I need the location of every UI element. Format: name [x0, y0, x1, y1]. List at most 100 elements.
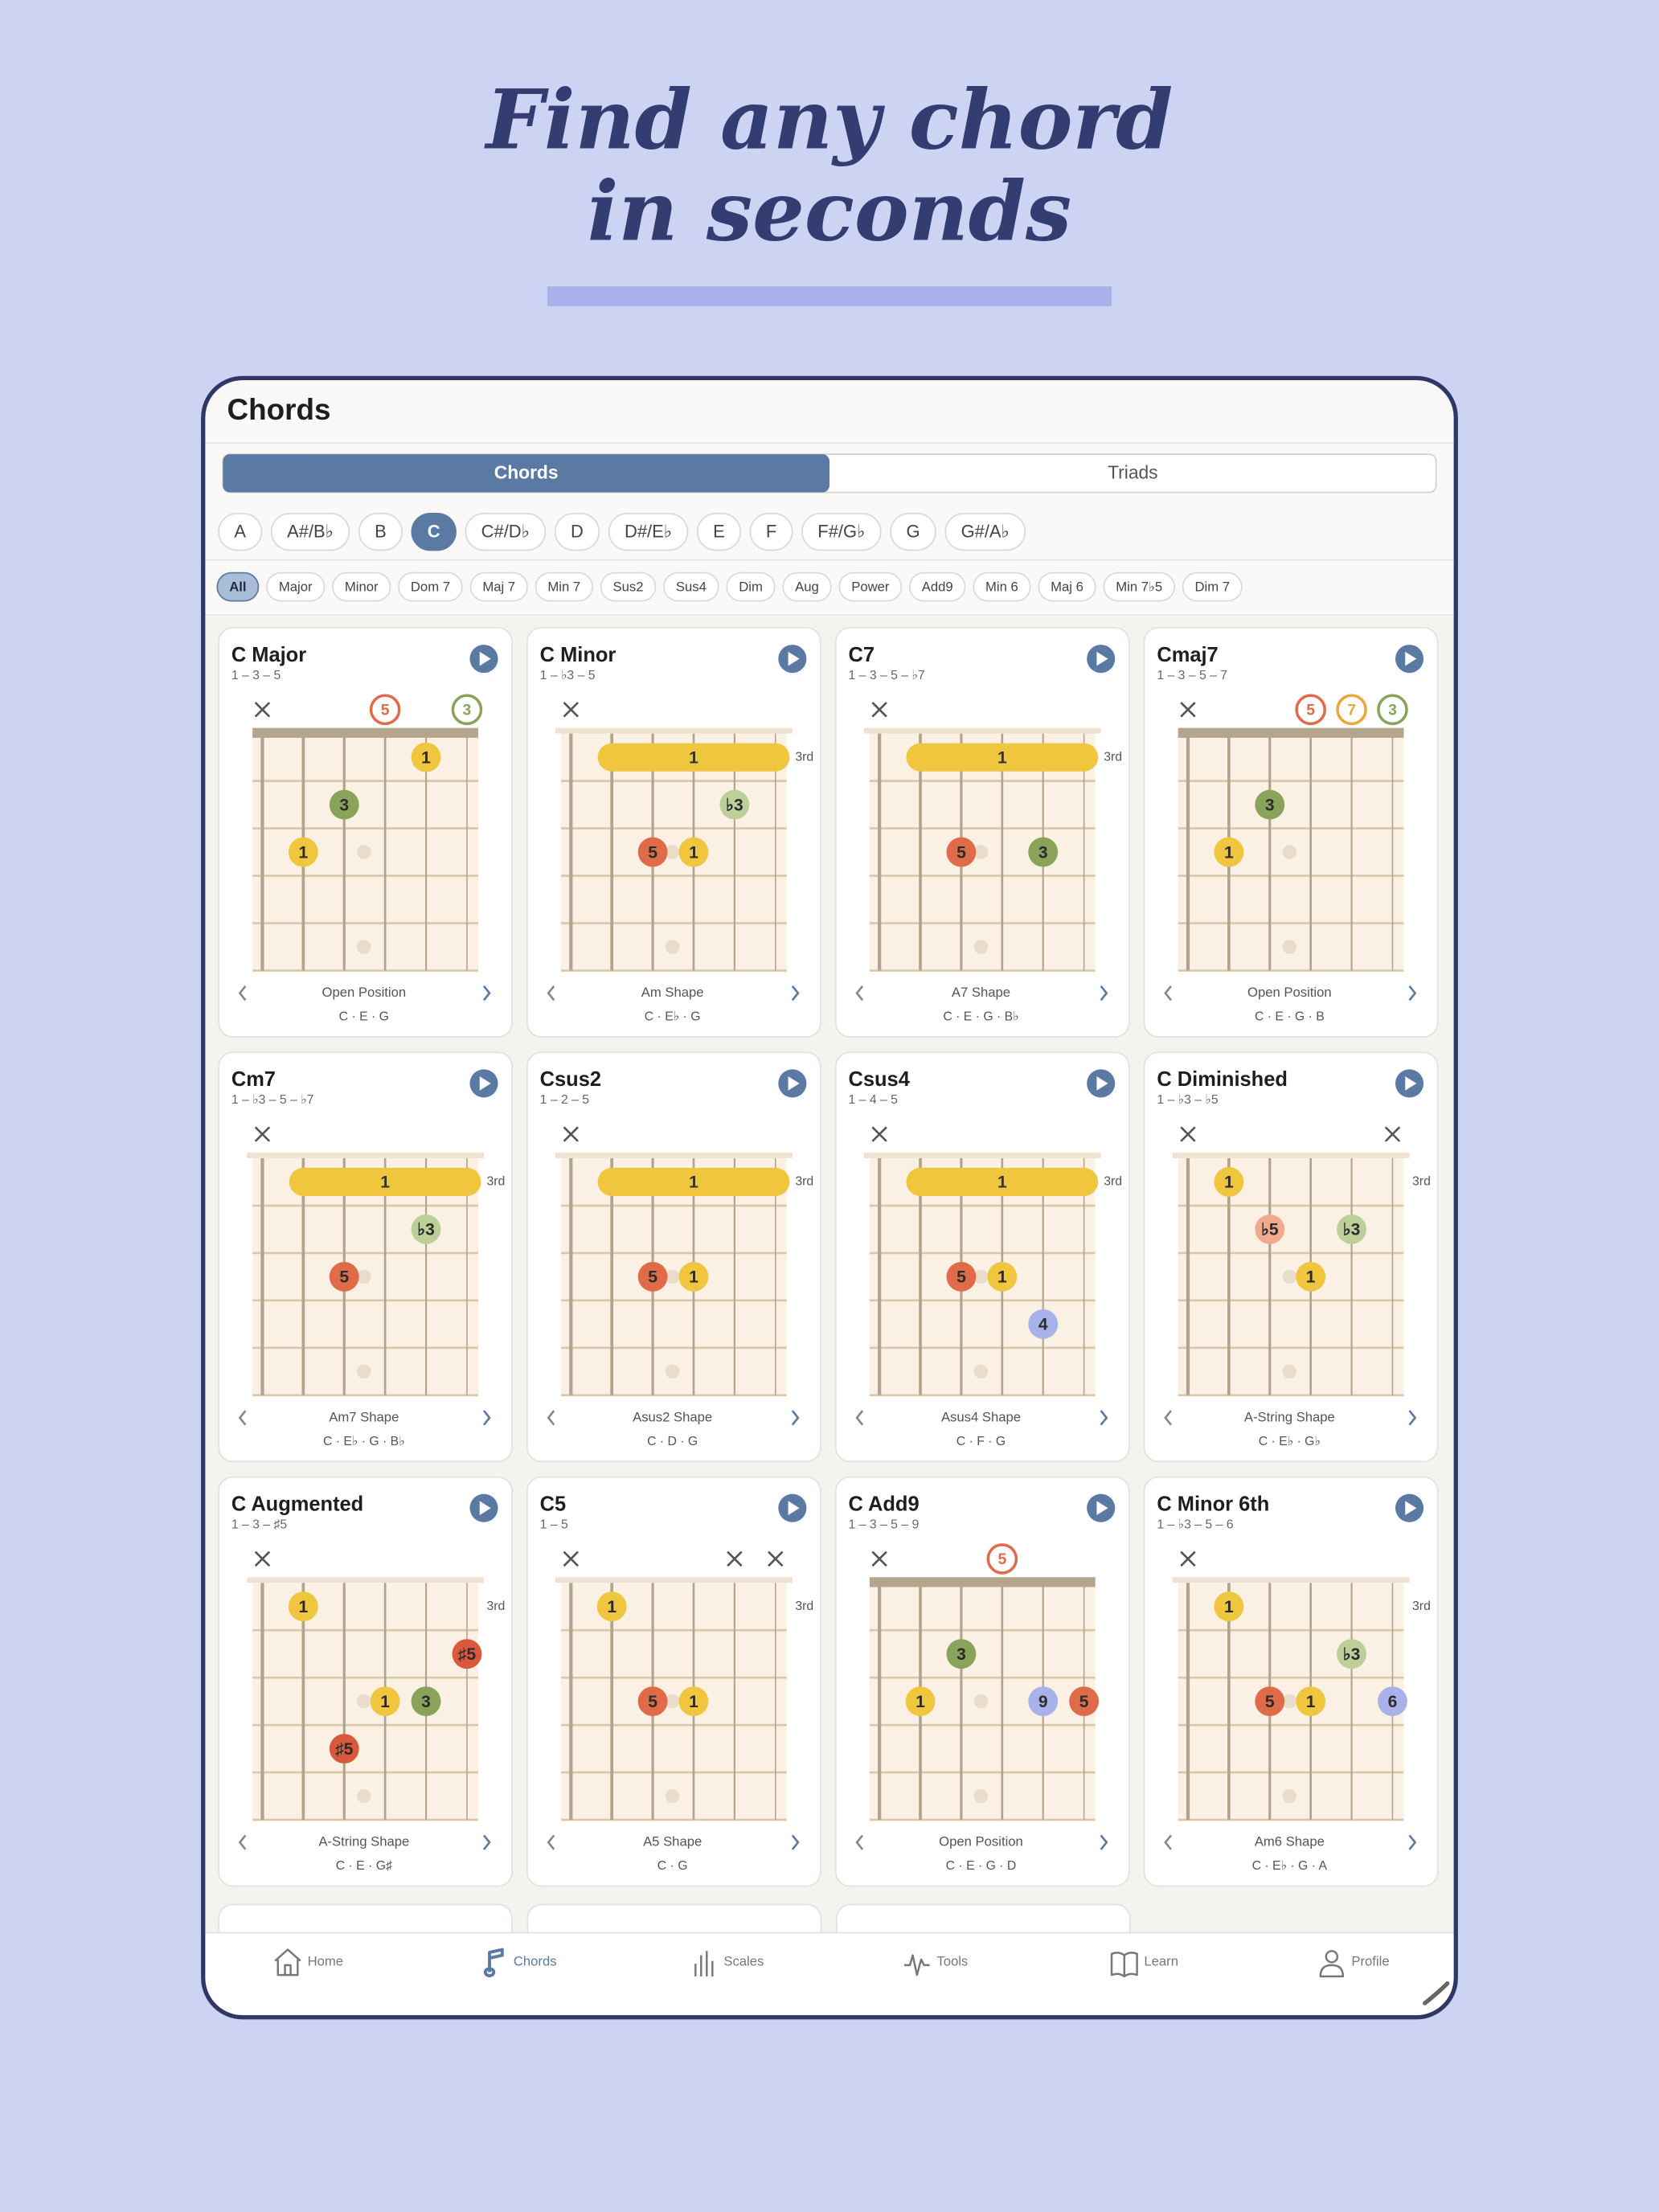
chord-card[interactable]: C7 1 – 3 – 5 – ♭7 3rd 1 5 3 A7 Shape C · E · G … — [834, 627, 1130, 1038]
chord-card[interactable]: C5 1 – 5 3rd 1 5 1 A5 Shape C · G — [526, 1476, 821, 1887]
next-shape[interactable] — [1408, 1834, 1417, 1850]
prev-shape[interactable] — [547, 1410, 555, 1426]
prev-shape[interactable] — [547, 985, 555, 1002]
play-button[interactable] — [469, 1069, 498, 1098]
chord-card[interactable]: C Minor 1 – ♭3 – 5 3rd 1 ♭3 5 1 Am Shape C · E♭ … — [526, 627, 821, 1038]
play-icon — [479, 1501, 491, 1515]
prev-shape[interactable] — [238, 985, 247, 1002]
chord-notes: C · F · G — [956, 1435, 1006, 1448]
chip[interactable]: D#/E♭ — [608, 512, 689, 551]
chord-card[interactable]: C Minor 6th 1 – ♭3 – 5 – 6 3rd 1 ♭3 5 1 6 Am6 Sh… — [1143, 1476, 1439, 1887]
chord-card[interactable]: C Add9 1 – 3 – 5 – 9 5 3 1 9 5 Open Position C ·… — [834, 1476, 1130, 1887]
play-button[interactable] — [1395, 645, 1424, 674]
next-shape[interactable] — [791, 1834, 800, 1850]
chip[interactable]: G#/A♭ — [944, 512, 1026, 551]
next-shape[interactable] — [482, 985, 491, 1002]
next-shape[interactable] — [1408, 1410, 1417, 1426]
prev-shape[interactable] — [1164, 1410, 1172, 1426]
chip[interactable]: F — [749, 512, 793, 551]
play-button[interactable] — [1087, 1493, 1116, 1522]
finger-dot — [1337, 1639, 1366, 1669]
barre — [906, 743, 1099, 772]
next-shape[interactable] — [482, 1834, 491, 1850]
chip[interactable]: Min 6 — [973, 571, 1031, 602]
chip[interactable]: F#/G♭ — [801, 512, 882, 551]
next-shape[interactable] — [1100, 1410, 1108, 1426]
chip[interactable]: Maj 7 — [469, 571, 528, 602]
play-button[interactable] — [778, 1069, 807, 1098]
tab[interactable]: Chords — [223, 454, 830, 493]
nav-item[interactable]: Tools — [904, 1954, 968, 1976]
chip[interactable]: B — [358, 512, 403, 551]
prev-shape[interactable] — [238, 1834, 247, 1850]
chord-name: C Major — [231, 644, 306, 666]
chip[interactable]: Dim — [726, 571, 776, 602]
barre — [597, 743, 790, 772]
finger-label: 1 — [689, 843, 698, 862]
chip[interactable]: A#/B♭ — [270, 512, 350, 551]
prev-shape[interactable] — [855, 1410, 864, 1426]
chip[interactable]: A — [218, 512, 263, 551]
next-shape[interactable] — [791, 985, 800, 1002]
chip[interactable]: G — [890, 512, 936, 551]
chord-card[interactable]: C Augmented 1 – 3 – ♯5 3rd 1 ♯5 1 3 ♯5 A-String … — [218, 1476, 513, 1887]
chip[interactable]: D — [554, 512, 600, 551]
fret-label: 3rd — [487, 1600, 506, 1613]
chord-notes: C · E♭ · G · A — [1252, 1859, 1328, 1873]
chip[interactable]: Power — [838, 571, 903, 602]
play-button[interactable] — [778, 645, 807, 674]
next-shape[interactable] — [791, 1410, 800, 1426]
chip[interactable]: Min 7♭5 — [1103, 571, 1175, 602]
play-button[interactable] — [1395, 1069, 1424, 1098]
chip[interactable]: Min 7 — [535, 571, 593, 602]
play-button[interactable] — [1087, 645, 1116, 674]
nav-item[interactable]: Scales — [694, 1951, 764, 1976]
chip[interactable]: Aug — [782, 571, 832, 602]
nav-item[interactable]: Learn — [1110, 1952, 1178, 1978]
tab-label: Chords — [494, 462, 559, 483]
next-shape[interactable] — [482, 1410, 491, 1426]
prev-shape[interactable] — [855, 1834, 864, 1850]
play-button[interactable] — [469, 1493, 498, 1522]
chord-card[interactable]: C Major 1 – 3 – 5 5 3 1 3 1 Open Position C · E … — [218, 627, 513, 1038]
chip[interactable]: E — [696, 512, 742, 551]
chord-card[interactable]: C Diminished 1 – ♭3 – ♭5 3rd 1 ♭5 ♭3 1 A-String… — [1143, 1051, 1439, 1463]
open-label: 5 — [1306, 703, 1315, 719]
finger-label: 1 — [689, 1268, 698, 1287]
chord-notes: C · E♭ · G — [645, 1010, 701, 1024]
tab[interactable]: Triads — [1108, 462, 1158, 483]
prev-shape[interactable] — [547, 1834, 555, 1850]
chip[interactable]: Major — [266, 571, 326, 602]
chord-card[interactable]: Cmaj7 1 – 3 – 5 – 7 5 7 3 3 1 Open Position C · … — [1143, 627, 1439, 1038]
chip[interactable]: Sus2 — [600, 571, 657, 602]
play-button[interactable] — [1395, 1493, 1424, 1522]
chip[interactable]: Maj 6 — [1038, 571, 1096, 602]
prev-shape[interactable] — [1164, 1834, 1172, 1850]
finger-dot — [946, 837, 977, 867]
next-shape[interactable] — [1100, 1834, 1108, 1850]
prev-shape[interactable] — [238, 1410, 247, 1426]
nav-item[interactable]: Profile — [1319, 1950, 1390, 1978]
next-shape[interactable] — [1408, 985, 1417, 1002]
chip[interactable]: Minor — [332, 571, 391, 602]
play-button[interactable] — [1087, 1069, 1116, 1098]
prev-shape[interactable] — [855, 985, 864, 1002]
nav-item[interactable]: Chords — [483, 1948, 557, 1977]
next-shape[interactable] — [1100, 985, 1108, 1002]
play-button[interactable] — [778, 1493, 807, 1522]
chip[interactable]: Sus4 — [663, 571, 719, 602]
nav-item[interactable]: Home — [274, 1948, 343, 1976]
chip[interactable]: Dim 7 — [1182, 571, 1243, 602]
chord-card[interactable]: Csus2 1 – 2 – 5 3rd 1 5 1 Asus2 Shape C · D · G — [526, 1051, 821, 1463]
play-button[interactable] — [469, 645, 498, 674]
chip[interactable]: C — [411, 512, 457, 551]
chip[interactable]: Dom 7 — [398, 571, 463, 602]
chord-card[interactable]: Cm7 1 – ♭3 – 5 – ♭7 3rd 1 ♭3 5 Am7 Shape C · E♭… — [218, 1051, 513, 1463]
chip[interactable]: C#/D♭ — [465, 512, 547, 551]
chip[interactable]: All — [216, 571, 260, 602]
chip[interactable]: Add9 — [908, 571, 966, 602]
prev-shape[interactable] — [1164, 985, 1172, 1002]
chord-formula: 1 – ♭3 – 5 – ♭7 — [231, 1093, 314, 1107]
chord-card[interactable]: Csus4 1 – 4 – 5 3rd 1 5 1 4 Asus4 Shape C · F · … — [834, 1051, 1130, 1463]
